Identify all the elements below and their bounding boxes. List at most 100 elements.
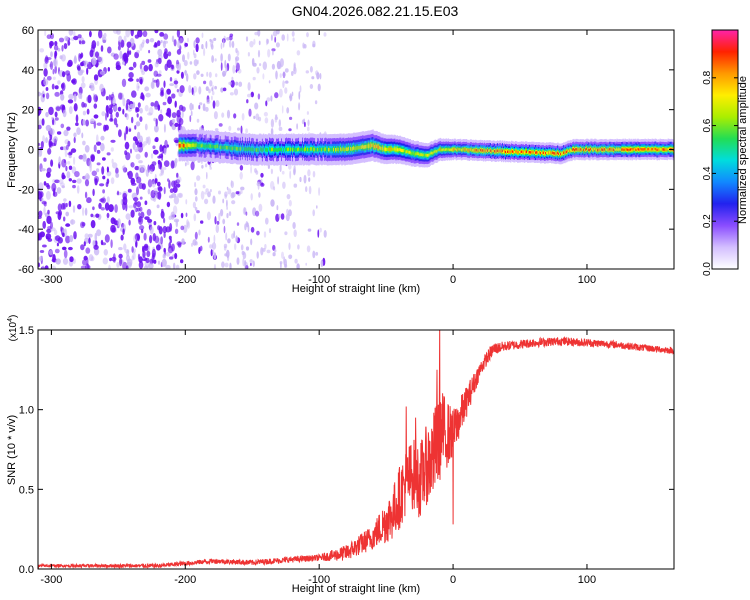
ridge-cell: [297, 147, 299, 152]
noise-speckle: [115, 167, 119, 175]
noise-speckle: [222, 198, 225, 204]
ridge-cell: [471, 149, 474, 152]
noise-speckle: [68, 165, 73, 170]
noise-speckle: [99, 83, 104, 93]
ridge-cell: [591, 147, 593, 151]
ridge-cell: [433, 150, 436, 154]
noise-speckle: [135, 153, 141, 160]
ridge-cell: [538, 151, 540, 154]
noise-speckle: [293, 165, 296, 175]
noise-speckle: [270, 95, 273, 102]
noise-speckle: [213, 263, 217, 269]
noise-speckle: [144, 86, 150, 92]
ridge-cell: [216, 144, 219, 149]
ridge-cell: [596, 148, 598, 152]
ridge-cell: [265, 147, 267, 152]
ridge-cell: [574, 148, 576, 152]
y-tick-label: 20: [22, 105, 34, 117]
ridge-cell: [550, 151, 552, 154]
noise-speckle: [139, 116, 143, 122]
noise-speckle: [43, 181, 47, 186]
noise-speckle: [65, 144, 69, 151]
noise-speckle: [40, 168, 46, 172]
ridge-cell: [521, 150, 523, 153]
noise-speckle: [309, 66, 313, 73]
noise-speckle: [288, 254, 293, 260]
noise-speckle: [204, 163, 208, 168]
ridge-cell: [464, 148, 467, 151]
noise-speckle: [281, 251, 284, 259]
noise-speckle: [167, 96, 173, 105]
ridge-cell: [414, 152, 416, 156]
noise-speckle: [65, 211, 69, 217]
noise-speckle: [72, 179, 77, 184]
noise-speckle: [209, 80, 213, 87]
ridge-cell: [523, 150, 525, 154]
ridge-cell: [404, 149, 406, 153]
noise-speckle: [110, 139, 116, 143]
noise-speckle: [87, 233, 93, 238]
ridge-cell: [637, 147, 639, 151]
noise-speckle: [160, 236, 164, 245]
noise-speckle: [165, 252, 171, 257]
ridge-cell: [609, 148, 611, 151]
noise-speckle: [163, 232, 166, 238]
ridge-cell: [428, 153, 430, 157]
noise-speckle: [261, 182, 263, 186]
ridge-cell: [261, 148, 264, 152]
noise-speckle: [293, 66, 297, 75]
noise-speckle: [141, 70, 146, 75]
ridge-cell: [544, 152, 546, 155]
noise-speckle: [166, 201, 171, 208]
noise-speckle: [58, 179, 64, 185]
ridge-cell: [547, 151, 549, 155]
ridge-cell: [539, 151, 541, 154]
noise-speckle: [205, 188, 209, 193]
ridge-cell: [215, 144, 218, 149]
noise-speckle: [171, 243, 175, 252]
ridge-cell: [185, 144, 187, 148]
ridge-cell: [396, 147, 398, 151]
noise-speckle: [163, 80, 166, 88]
noise-speckle: [291, 91, 294, 97]
noise-speckle: [176, 70, 180, 74]
ridge-cell: [328, 147, 330, 152]
ridge-cell: [259, 147, 262, 151]
ridge-cell: [211, 144, 214, 149]
ridge-cell: [303, 148, 305, 152]
noise-speckle: [47, 226, 52, 230]
noise-speckle: [45, 124, 52, 132]
ridge-cell: [645, 148, 647, 151]
ridge-cell: [409, 150, 411, 154]
noise-speckle: [98, 202, 102, 209]
noise-speckle: [235, 235, 238, 243]
noise-speckle: [93, 94, 98, 103]
noise-speckle: [173, 180, 177, 188]
noise-speckle: [103, 249, 109, 256]
ridge-cell: [489, 149, 492, 152]
noise-speckle: [134, 233, 141, 241]
noise-speckle: [280, 213, 285, 220]
ridge-cell: [282, 147, 284, 152]
noise-speckle: [64, 149, 68, 158]
ridge-cell: [613, 148, 615, 152]
ridge-cell: [497, 150, 500, 153]
ridge-cell: [338, 147, 340, 152]
ridge-cell: [183, 144, 185, 148]
noise-speckle: [136, 176, 142, 184]
noise-speckle: [47, 148, 52, 155]
noise-speckle: [298, 102, 301, 111]
noise-speckle: [320, 259, 324, 268]
noise-speckle: [316, 72, 320, 80]
noise-speckle: [249, 40, 254, 48]
noise-speckle: [194, 231, 198, 240]
noise-speckle: [60, 123, 65, 129]
ridge-cell: [376, 144, 378, 149]
noise-speckle: [47, 238, 53, 242]
noise-speckle: [254, 168, 257, 173]
ridge-cell: [229, 146, 232, 151]
noise-speckle: [44, 30, 47, 36]
noise-speckle: [54, 117, 59, 121]
ridge-cell: [567, 149, 569, 153]
noise-speckle: [150, 102, 155, 107]
